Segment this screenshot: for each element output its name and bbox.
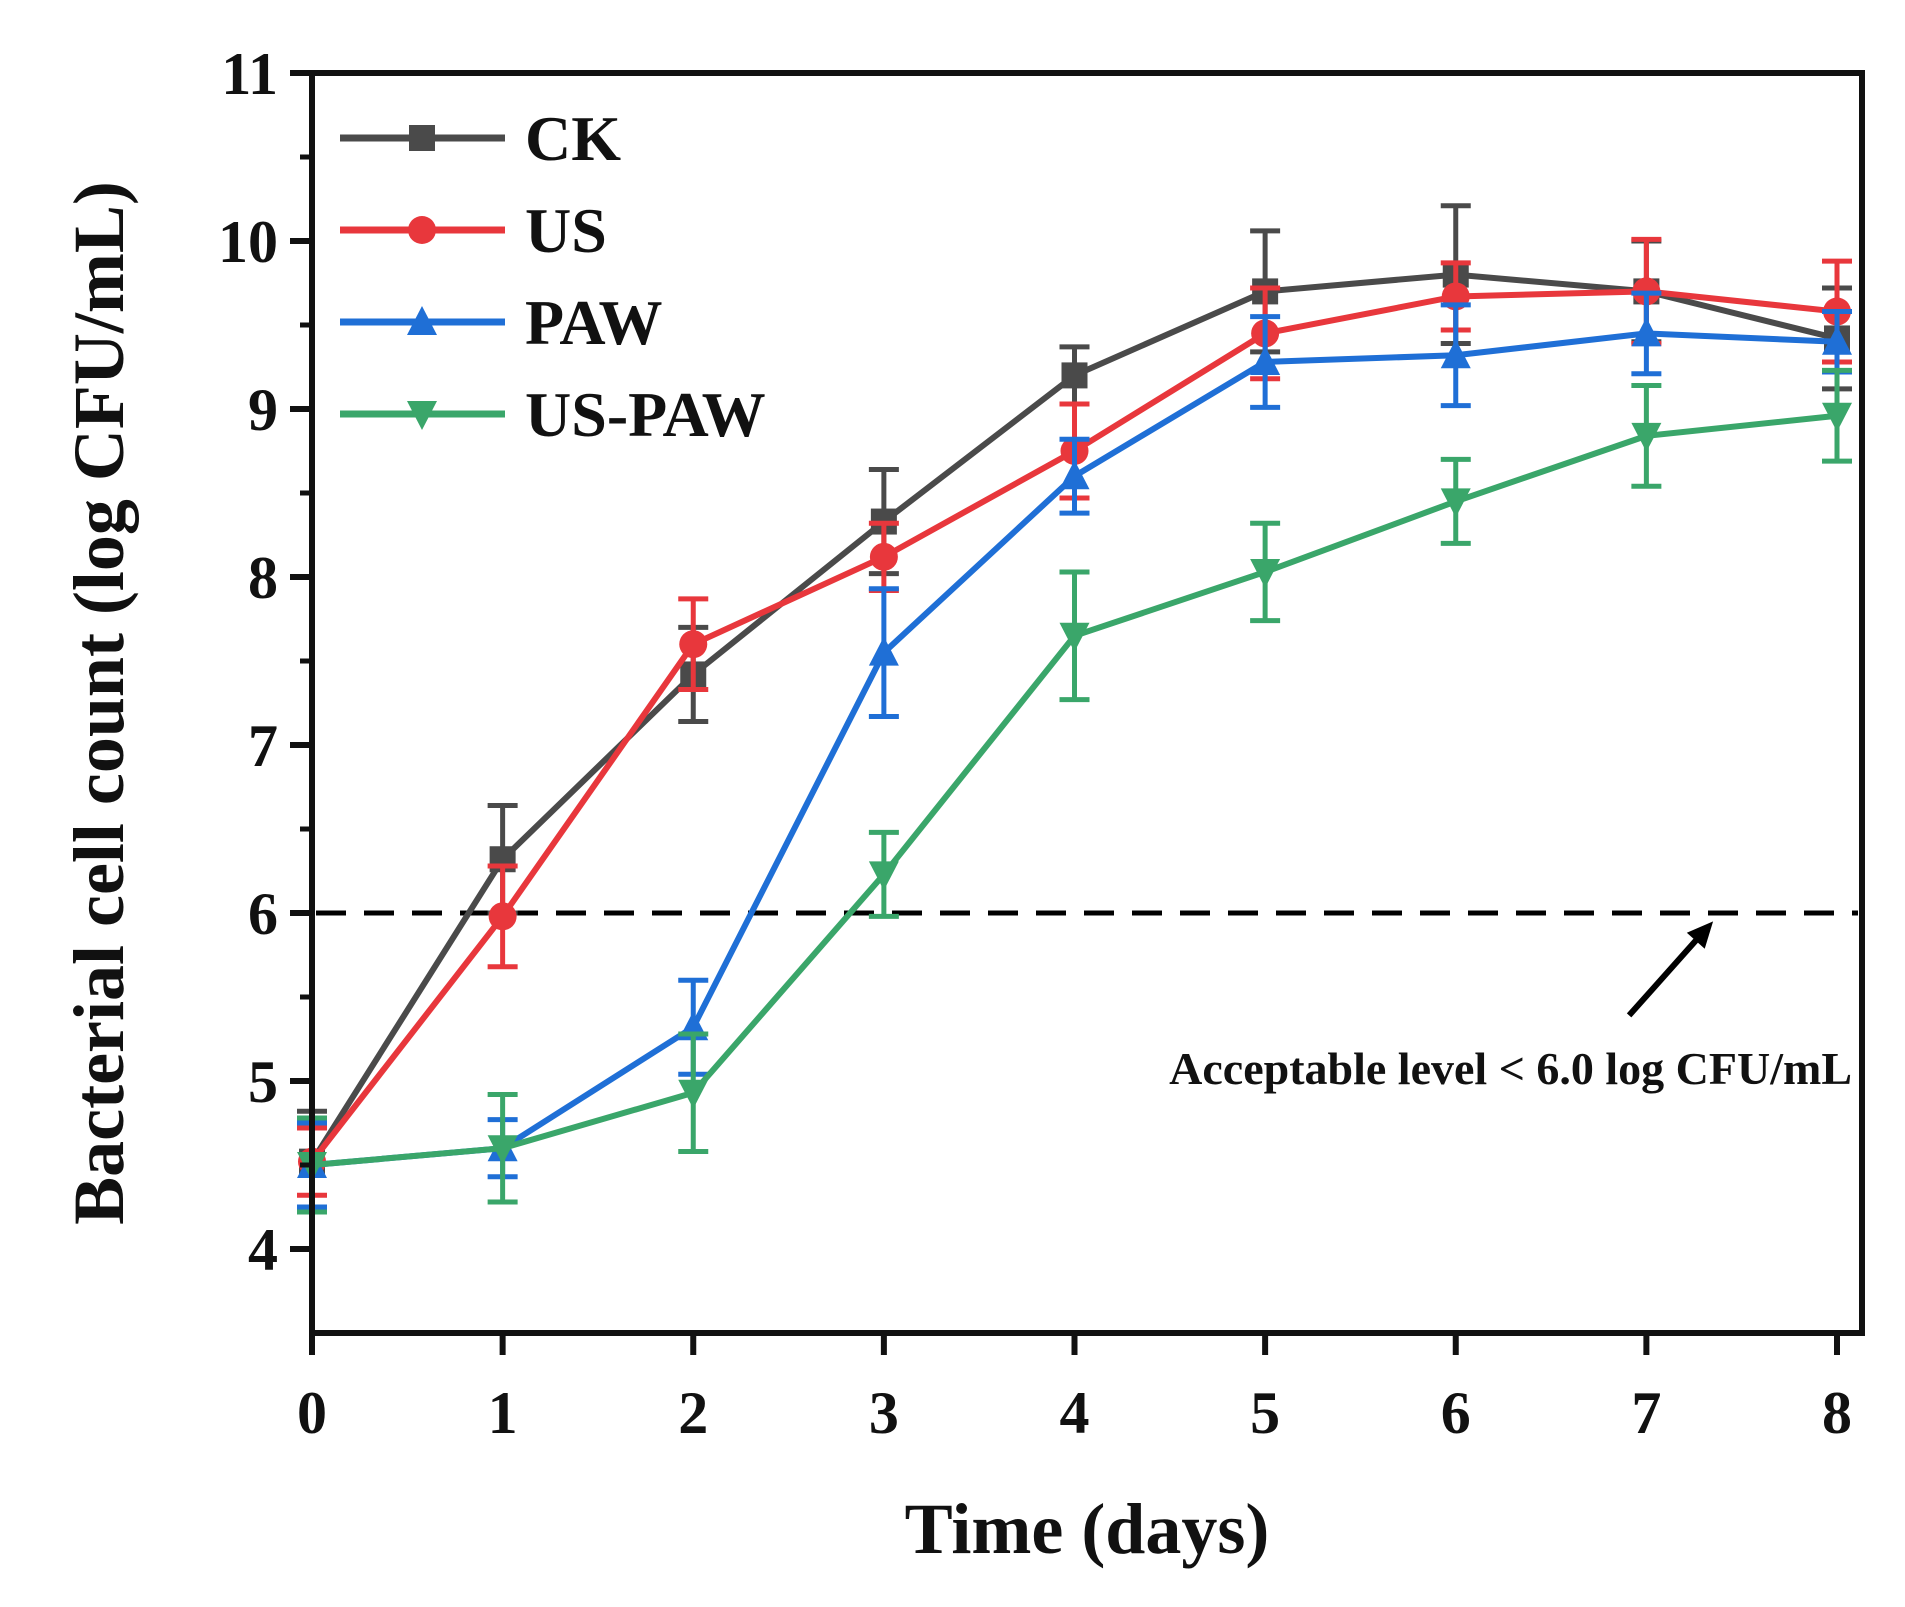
data-point <box>487 1135 518 1165</box>
legend-label: US <box>525 195 607 266</box>
annotation-text: Acceptable level < 6.0 log CFU/mL <box>1169 1043 1852 1094</box>
legend-item-us: US <box>340 195 607 266</box>
y-tick-label: 4 <box>248 1217 278 1283</box>
x-tick-label: 0 <box>297 1380 327 1446</box>
x-tick-label: 6 <box>1441 1380 1471 1446</box>
data-point <box>1059 460 1090 490</box>
legend-item-us-paw: US-PAW <box>340 379 766 450</box>
legend-marker <box>407 401 437 430</box>
annotation-arrowhead <box>1686 921 1714 949</box>
data-point <box>1059 622 1090 652</box>
data-point <box>1631 317 1662 347</box>
y-tick-label: 11 <box>221 41 278 107</box>
legend-marker <box>408 216 436 244</box>
y-tick-label: 10 <box>218 209 278 275</box>
x-tick-label: 4 <box>1060 1380 1090 1446</box>
data-point <box>1250 345 1281 375</box>
x-tick-label: 8 <box>1822 1380 1852 1446</box>
legend-label: US-PAW <box>525 379 766 450</box>
legend-item-paw: PAW <box>340 287 662 358</box>
y-tick-label: 5 <box>248 1049 278 1115</box>
y-tick-label: 8 <box>248 545 278 611</box>
legend-marker <box>407 306 437 335</box>
ticks-layer: 0 1 2 3 4 5 6 7 8 4 5 6 7 8 9 10 11 <box>218 41 1852 1446</box>
y-tick-label: 7 <box>248 713 278 779</box>
plot-frame <box>309 70 1865 1336</box>
data-point <box>868 636 899 666</box>
y-tick-label: 9 <box>248 377 278 443</box>
x-tick-label: 1 <box>488 1380 518 1446</box>
y-tick-label: 6 <box>248 881 278 947</box>
data-point <box>869 542 898 571</box>
series-layer <box>297 203 1852 1215</box>
data-point <box>1250 558 1281 588</box>
data-point <box>1822 325 1852 355</box>
data-point <box>1440 339 1471 369</box>
legend-item-ck: CK <box>340 103 621 174</box>
legend-label: CK <box>525 103 621 174</box>
data-point <box>678 1079 709 1109</box>
x-tick-label: 5 <box>1250 1380 1280 1446</box>
annotation-arrow <box>1626 930 1706 1018</box>
data-point <box>1440 488 1471 518</box>
x-tick-label: 2 <box>678 1380 708 1446</box>
series-paw <box>297 290 1852 1210</box>
data-point <box>1631 422 1662 452</box>
annotation-layer: Acceptable level < 6.0 log CFU/mL <box>1169 921 1852 1094</box>
x-axis-title: Time (days) <box>905 1489 1270 1569</box>
data-point <box>1061 362 1088 389</box>
y-axis-title: Bacterial cell count (log CFU/mL) <box>59 181 139 1225</box>
legend-marker <box>409 125 435 151</box>
series-us-paw <box>297 367 1852 1215</box>
legend-label: PAW <box>525 287 662 358</box>
data-point <box>1822 402 1852 432</box>
data-point <box>679 630 708 659</box>
x-tick-label: 3 <box>869 1380 899 1446</box>
data-point <box>868 861 899 891</box>
x-tick-label: 7 <box>1631 1380 1661 1446</box>
legend: CK US PAW US-PAW <box>340 103 766 450</box>
data-point <box>488 902 517 931</box>
